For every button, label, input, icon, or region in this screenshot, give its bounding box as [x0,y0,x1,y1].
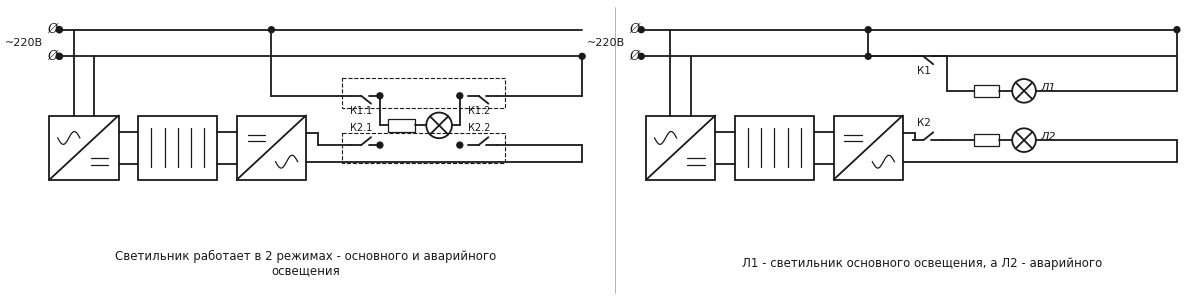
Text: Ø: Ø [47,23,58,36]
Bar [834,116,902,180]
Circle shape [269,27,275,33]
Circle shape [377,142,383,148]
Bar [236,116,306,180]
Bar [736,116,814,180]
Text: К2.1: К2.1 [350,123,372,133]
Text: Ø: Ø [629,50,640,63]
Circle shape [377,93,383,99]
Text: Л1: Л1 [1040,83,1056,93]
Text: К1: К1 [918,66,931,76]
Text: Л1 - светильник основного освещения, а Л2 - аварийного: Л1 - светильник основного освещения, а Л… [743,257,1103,270]
Text: ~220В: ~220В [587,38,624,48]
Text: Светильник работает в 2 режимах - основного и аварийного
освещения: Светильник работает в 2 режимах - основн… [115,249,497,278]
Circle shape [580,53,586,59]
Bar [138,116,217,180]
Bar [973,85,1000,97]
Text: К1.2: К1.2 [468,106,490,116]
Circle shape [56,53,62,59]
Circle shape [1174,27,1180,33]
Circle shape [457,142,463,148]
Text: К2: К2 [918,118,931,128]
Text: К1.1: К1.1 [350,106,372,116]
Circle shape [56,53,62,59]
Text: К2.2: К2.2 [468,123,490,133]
Circle shape [865,27,871,33]
Bar [49,116,119,180]
Bar [647,116,715,180]
Bar [388,120,415,132]
Bar [973,134,1000,146]
Bar [342,133,505,163]
Text: ~220В: ~220В [5,38,42,48]
Bar [342,78,505,108]
Text: Ø: Ø [47,50,58,63]
Circle shape [638,27,644,33]
Text: Л2: Л2 [1040,132,1056,142]
Circle shape [457,93,463,99]
Circle shape [56,27,62,33]
Circle shape [56,27,62,33]
Circle shape [638,53,644,59]
Text: Ø: Ø [629,23,640,36]
Circle shape [865,53,871,59]
